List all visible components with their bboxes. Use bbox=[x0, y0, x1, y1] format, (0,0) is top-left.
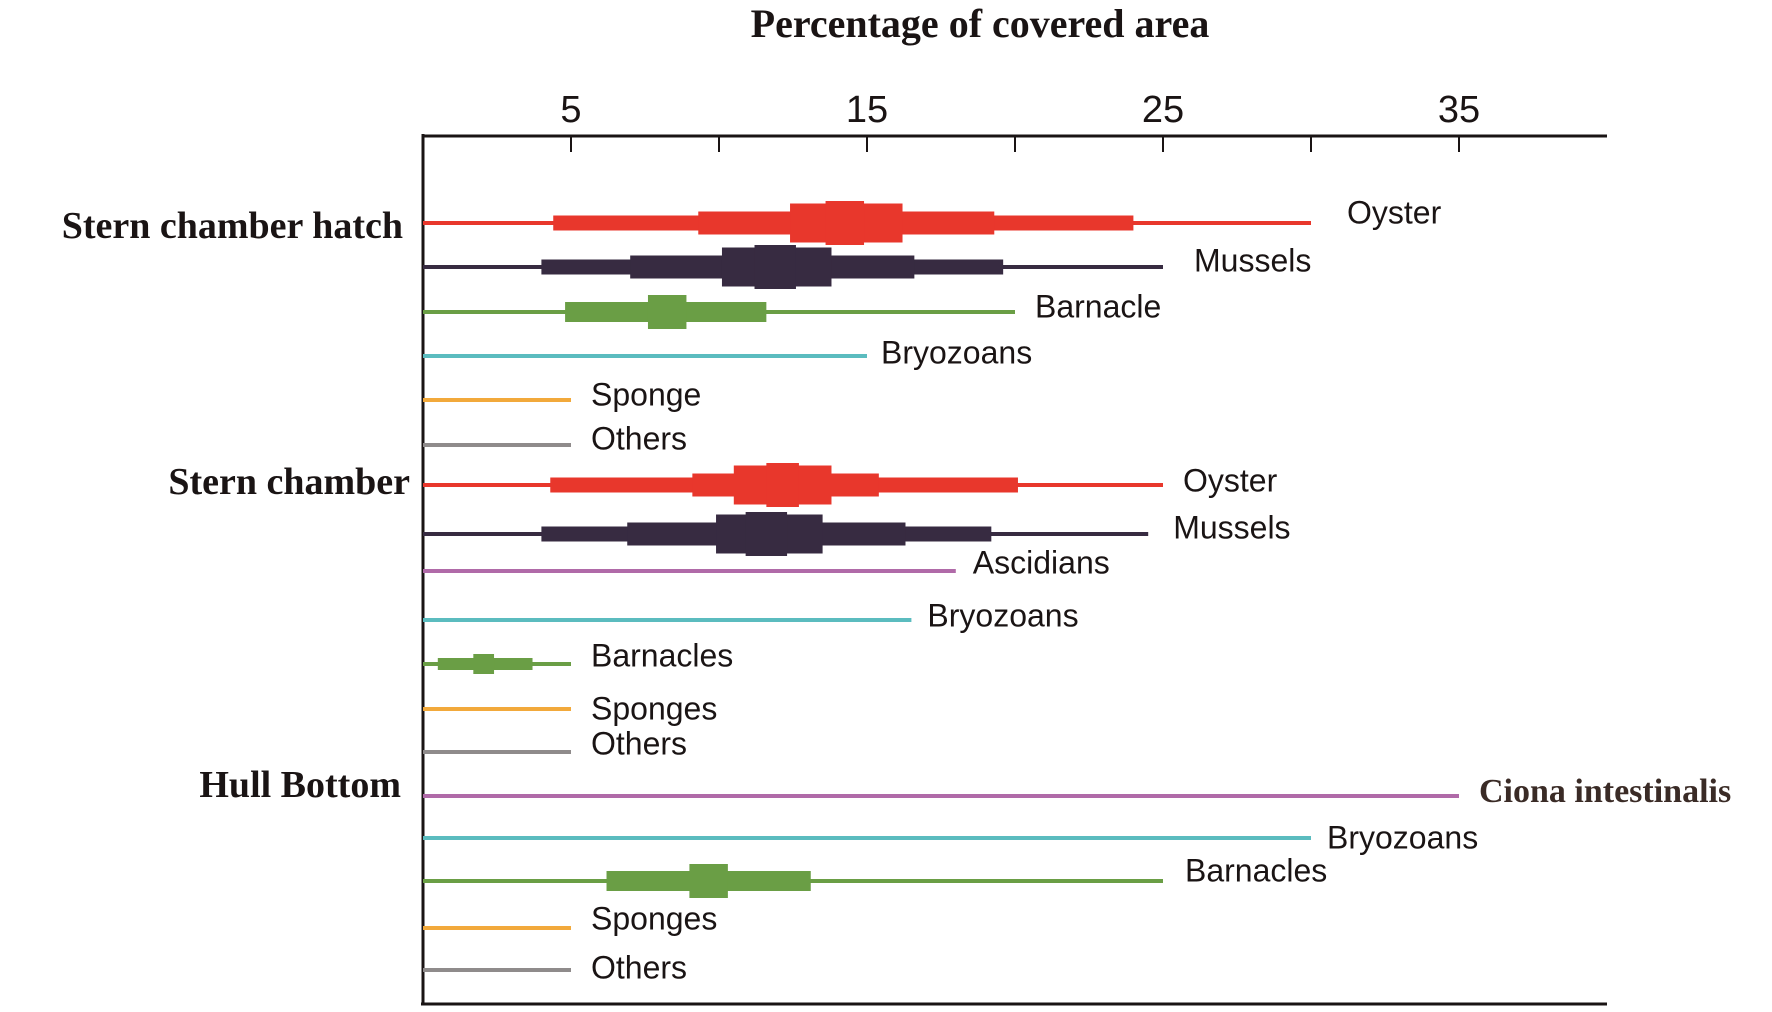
range-line bbox=[423, 794, 1459, 798]
range-line bbox=[423, 968, 571, 972]
series-label: Ciona intestinalis bbox=[1479, 773, 1731, 810]
series-label: Sponge bbox=[591, 376, 701, 412]
series-label: Barnacle bbox=[1035, 288, 1161, 324]
x-tick-label: 5 bbox=[560, 89, 581, 131]
range-line bbox=[423, 926, 571, 930]
series-labels: OysterMusselsBarnacleBryozoansSpongeOthe… bbox=[591, 194, 1731, 985]
series-bryozoans bbox=[423, 836, 1311, 840]
series-barnacles bbox=[423, 864, 1163, 898]
x-tick-label: 25 bbox=[1142, 89, 1184, 131]
series-label: Oyster bbox=[1347, 194, 1442, 230]
series-label: Bryozoans bbox=[1327, 819, 1478, 855]
group-label: Stern chamber hatch bbox=[62, 205, 403, 247]
series-barnacle bbox=[423, 295, 1015, 329]
series-label: Ascidians bbox=[973, 544, 1110, 580]
series-label: Others bbox=[591, 725, 687, 761]
x-ticks bbox=[570, 136, 1460, 152]
series-mussels bbox=[423, 512, 1149, 556]
range-line bbox=[423, 836, 1311, 840]
range-line bbox=[423, 750, 571, 754]
series-oyster bbox=[423, 463, 1163, 507]
range-band-level-4 bbox=[766, 463, 799, 507]
range-line bbox=[423, 569, 956, 573]
series-label: Barnacles bbox=[1185, 852, 1327, 888]
range-line bbox=[423, 443, 571, 447]
series-ciona-intestinalis bbox=[423, 794, 1459, 798]
series-others bbox=[423, 443, 571, 447]
range-line bbox=[423, 707, 571, 711]
series-label: Oyster bbox=[1183, 462, 1278, 498]
series-ascidians bbox=[423, 569, 956, 573]
group-label: Stern chamber bbox=[168, 461, 410, 503]
group-labels: Stern chamber hatch Stern chamber Hull B… bbox=[62, 205, 410, 806]
series-mussels bbox=[423, 245, 1163, 289]
series-label: Mussels bbox=[1173, 509, 1290, 545]
range-band-level-2 bbox=[473, 654, 495, 674]
group-label: Hull Bottom bbox=[199, 764, 401, 806]
series-sponge bbox=[423, 398, 571, 402]
range-band-level-2 bbox=[689, 864, 728, 898]
series-others bbox=[423, 750, 571, 754]
series-oyster bbox=[423, 201, 1311, 245]
range-band-level-4 bbox=[754, 245, 796, 289]
series-marks bbox=[423, 201, 1459, 972]
series-label: Bryozoans bbox=[881, 334, 1032, 370]
series-label: Others bbox=[591, 949, 687, 985]
range-line bbox=[423, 398, 571, 402]
chart-title: Percentage of covered area bbox=[751, 1, 1210, 46]
x-tick-label: 15 bbox=[846, 89, 888, 131]
series-label: Barnacles bbox=[591, 637, 733, 673]
series-label: Others bbox=[591, 420, 687, 456]
x-tick-label: 35 bbox=[1438, 89, 1480, 131]
range-line bbox=[423, 354, 867, 358]
range-band-level-2 bbox=[647, 295, 687, 329]
series-barnacles bbox=[423, 654, 571, 674]
series-label: Sponges bbox=[591, 900, 717, 936]
series-label: Mussels bbox=[1194, 242, 1311, 278]
series-sponges bbox=[423, 926, 571, 930]
range-band-level-4 bbox=[825, 201, 865, 245]
series-others bbox=[423, 968, 571, 972]
range-line bbox=[423, 618, 912, 622]
range-band-level-4 bbox=[745, 512, 788, 556]
series-bryozoans bbox=[423, 618, 912, 622]
x-tick-labels: 5 15 25 35 bbox=[560, 89, 1480, 131]
series-label: Sponges bbox=[591, 690, 717, 726]
series-bryozoans bbox=[423, 354, 867, 358]
series-sponges bbox=[423, 707, 571, 711]
series-label: Bryozoans bbox=[927, 597, 1078, 633]
